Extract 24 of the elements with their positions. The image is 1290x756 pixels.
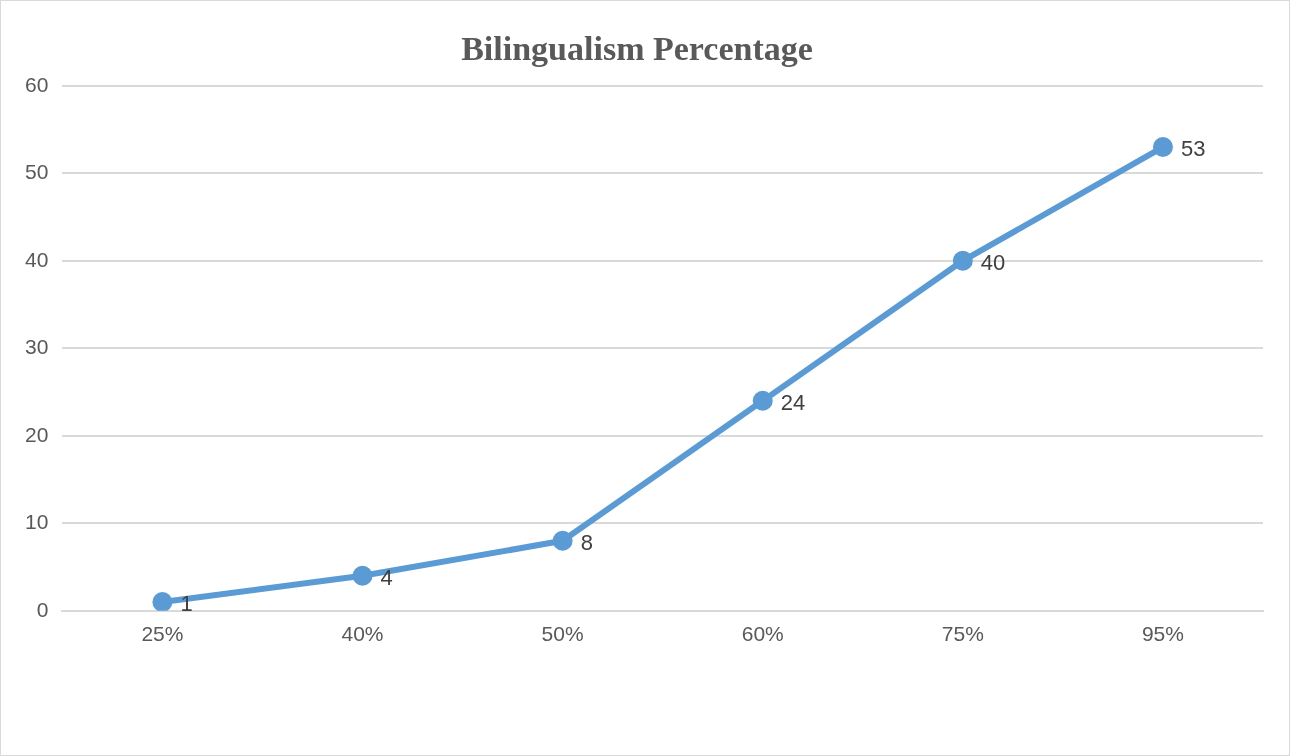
data-label: 8 [580,529,593,555]
x-tick-label: 60% [741,622,784,646]
data-label: 24 [780,389,806,415]
chart-title: Bilingualism Percentage [461,30,813,68]
x-tick-label: 40% [341,622,384,646]
point [752,390,773,411]
x-tick-label: 25% [141,622,184,646]
data-label: 53 [1180,136,1206,162]
y-tick-label: 10 [25,510,49,534]
x-tick-label: 50% [541,622,584,646]
x-tick-label: 75% [941,622,984,646]
x-tick-label: 95% [1141,622,1184,646]
y-tick-label: 20 [25,422,49,446]
y-tick-label: 30 [25,335,49,359]
point [552,530,573,551]
y-tick-label: 40 [25,247,49,271]
point [152,592,173,611]
y-tick-label: 60 [25,72,49,96]
point [352,565,373,586]
y-tick-label: 0 [36,597,49,621]
y-tick-label: 50 [25,160,49,184]
data-label: 40 [980,249,1006,275]
point [952,250,973,271]
point [1152,137,1173,158]
